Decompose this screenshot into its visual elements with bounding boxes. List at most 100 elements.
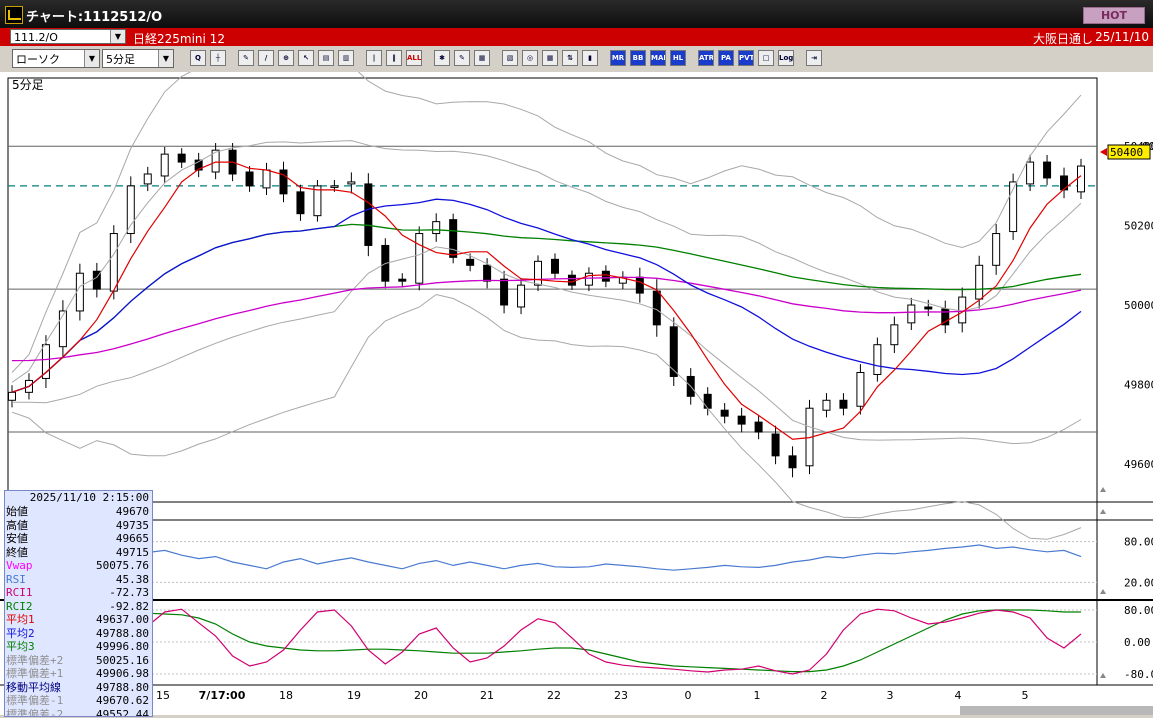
candle-body xyxy=(313,185,322,217)
info-value: 49735 xyxy=(115,518,149,532)
mae-icon[interactable]: MAE xyxy=(650,50,666,66)
candle-body xyxy=(126,185,135,235)
color2-icon[interactable]: ▧ xyxy=(502,50,518,66)
candle-body xyxy=(975,264,984,300)
bb-icon[interactable]: BB xyxy=(630,50,646,66)
x-tick-label: 15 xyxy=(156,689,170,702)
hot-button[interactable]: HOT xyxy=(1083,7,1145,24)
info-row: 平均2 49788.80 xyxy=(5,627,152,641)
info-key: 標準偏差-1 xyxy=(6,694,64,707)
instrument-name: 日経225mini 12 xyxy=(133,32,225,46)
hl-icon[interactable]: HL xyxy=(670,50,686,66)
candle-body xyxy=(924,306,933,310)
chevron-down-icon[interactable]: ▼ xyxy=(158,50,173,67)
candle-body xyxy=(177,153,186,163)
settings-icon[interactable]: ✱ xyxy=(434,50,450,66)
chevron-down-icon[interactable]: ▼ xyxy=(110,30,125,43)
pen-icon[interactable]: ✎ xyxy=(238,50,254,66)
info-value: 49996.80 xyxy=(96,640,149,653)
candle-body xyxy=(1009,181,1018,233)
y-tick-label: 50000 xyxy=(1124,299,1153,312)
candle-body xyxy=(279,169,288,195)
x-tick-label: 1 xyxy=(754,689,761,702)
chart-type-select[interactable]: ローソク ▼ xyxy=(12,49,100,68)
find-icon[interactable]: ◎ xyxy=(522,50,538,66)
chart-type-value: ローソク xyxy=(16,53,60,66)
x-tick-label: 22 xyxy=(547,689,561,702)
candle-body xyxy=(500,278,509,306)
period-value: 5分足 xyxy=(106,53,135,66)
mr-icon[interactable]: MR xyxy=(610,50,626,66)
candle-body xyxy=(75,272,84,312)
info-value: 49906.98 xyxy=(96,667,149,680)
info-row: 平均1 49637.00 xyxy=(5,613,152,627)
candle-body xyxy=(398,278,407,282)
color-icon[interactable]: ▦ xyxy=(474,50,490,66)
ma4-line xyxy=(11,276,1082,362)
chevron-down-icon[interactable]: ▼ xyxy=(84,50,99,67)
info-row: 移動平均線 49788.80 xyxy=(5,681,152,695)
symbol-bar: 111.2/O ▼ 日経225mini 12 大阪日通し 25/11/10 xyxy=(0,28,1153,46)
arrow-icon[interactable]: ↖ xyxy=(298,50,314,66)
line-icon[interactable]: / xyxy=(258,50,274,66)
info-row: RCI2 -92.82 xyxy=(5,600,152,614)
info-row: 終値 49715 xyxy=(5,546,152,560)
rsi-panel-frame xyxy=(7,519,1098,601)
candle-body xyxy=(907,304,916,324)
square-icon[interactable]: □ xyxy=(758,50,774,66)
info-key: RCI1 xyxy=(6,586,33,599)
candle-body xyxy=(109,233,118,292)
candle-body xyxy=(567,274,576,286)
rsi-tick-label: 20.00 xyxy=(1124,576,1153,589)
candle-body xyxy=(194,159,203,171)
trash-icon[interactable]: ▥ xyxy=(338,50,354,66)
candle-body xyxy=(415,233,424,284)
candle-body xyxy=(703,393,712,409)
y-tick-label: 50200 xyxy=(1124,220,1153,233)
period-select[interactable]: 5分足 ▼ xyxy=(102,49,174,68)
candle-body xyxy=(669,326,678,377)
info-row: 高値 49735 xyxy=(5,519,152,533)
all-icon[interactable]: ALL xyxy=(406,50,422,66)
pair-icon[interactable]: ⇅ xyxy=(562,50,578,66)
session-date: 25/11/10 xyxy=(1095,30,1149,44)
info-row: 平均3 49996.80 xyxy=(5,640,152,654)
chart-icon[interactable]: ▮ xyxy=(582,50,598,66)
price-marker-box xyxy=(1107,144,1151,160)
bar-narrow-icon[interactable]: | xyxy=(366,50,382,66)
symbol-input[interactable]: 111.2/O ▼ xyxy=(10,29,126,44)
pvt-icon[interactable]: PVT xyxy=(738,50,754,66)
period-label: 5分足 xyxy=(12,78,44,92)
info-key: 終値 xyxy=(6,545,28,559)
bar-wide-icon[interactable]: ‖ xyxy=(386,50,402,66)
exit-icon[interactable]: ⇥ xyxy=(806,50,822,66)
pa-icon[interactable]: PA xyxy=(718,50,734,66)
title-bar: チャート:1112512/O HOT xyxy=(0,0,1153,28)
info-value: -72.73 xyxy=(109,586,149,599)
candle-body xyxy=(364,183,373,246)
log-icon[interactable]: Log xyxy=(778,50,794,66)
candle-body xyxy=(856,371,865,407)
rci-tick-label: 80.00 xyxy=(1124,604,1153,617)
select-icon[interactable]: ⊕ xyxy=(278,50,294,66)
zoom-icon[interactable]: Q xyxy=(190,50,206,66)
bollinger-lower-band xyxy=(12,246,1082,445)
chart-svg[interactable]: 5分足5040050200500004980049600005040080.00… xyxy=(0,49,1153,715)
cursor-icon[interactable]: ┼ xyxy=(210,50,226,66)
x-tick-label: 5 xyxy=(1022,689,1029,702)
info-value: 49665 xyxy=(115,532,149,545)
calendar-icon[interactable]: ▦ xyxy=(542,50,558,66)
candle-body xyxy=(601,270,610,282)
x-tick-label: 0 xyxy=(685,689,692,702)
info-key: 始値 xyxy=(6,505,28,518)
note-icon[interactable]: ▤ xyxy=(318,50,334,66)
atr-icon[interactable]: ATR xyxy=(698,50,714,66)
chart-area[interactable]: 5分足5040050200500004980049600005040080.00… xyxy=(0,49,1153,715)
candle-body xyxy=(754,421,763,433)
info-value: 49552.44 xyxy=(96,707,149,717)
x-tick-label: 19 xyxy=(347,689,361,702)
candle-body xyxy=(8,391,16,401)
candle-body xyxy=(262,169,271,189)
candle-body xyxy=(788,455,797,469)
edit-icon[interactable]: ✎ xyxy=(454,50,470,66)
